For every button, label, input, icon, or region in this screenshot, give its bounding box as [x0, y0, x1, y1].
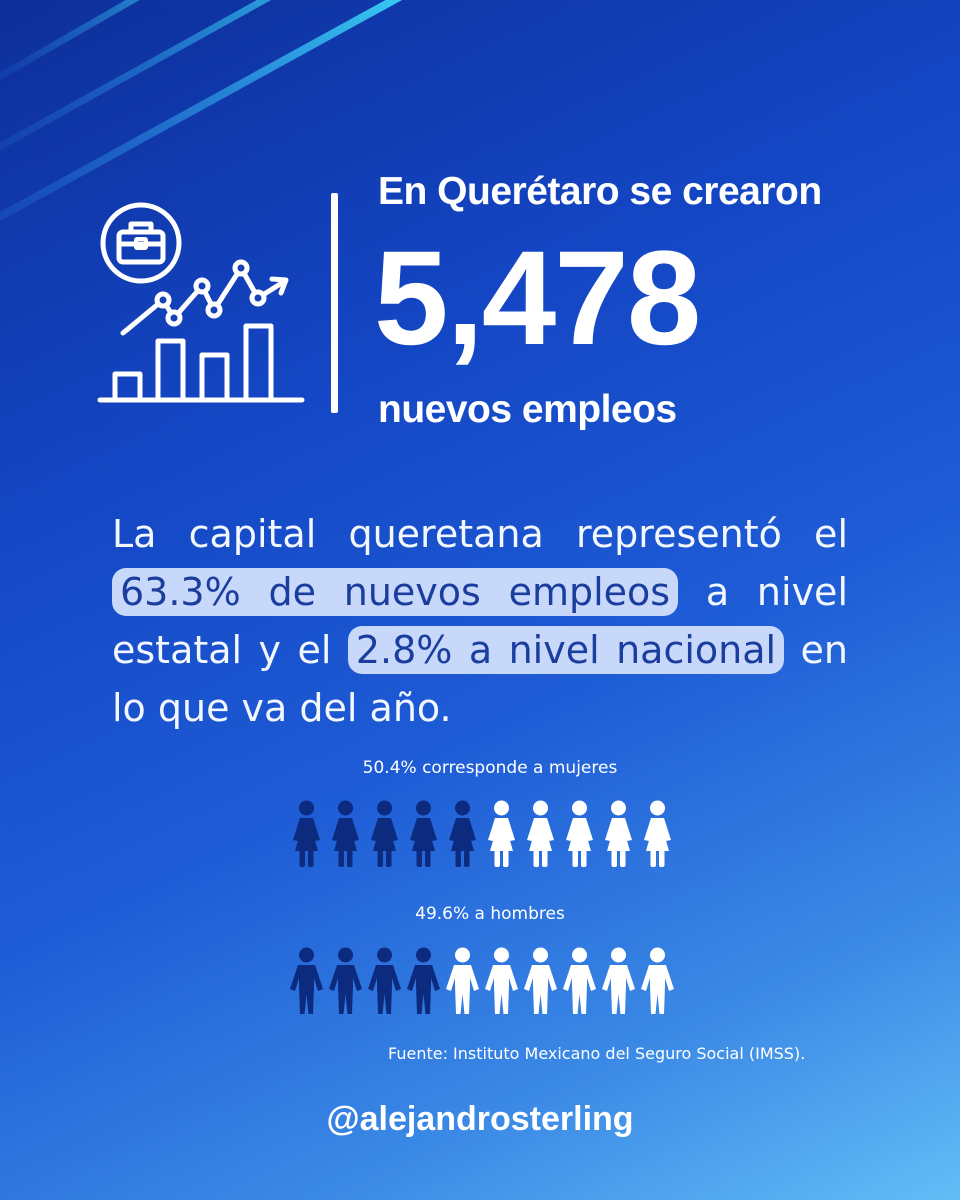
- man-icon-outline: [641, 947, 674, 1014]
- woman-icon-outline: [605, 800, 632, 867]
- man-icon-outline: [563, 947, 596, 1014]
- woman-icon-outline: [527, 800, 554, 867]
- man-icon-outline: [485, 947, 518, 1014]
- woman-icon-filled: [410, 800, 437, 867]
- highlight-national-share: 2.8% a nivel nacional: [347, 626, 785, 674]
- women-caption: 50.4% corresponde a mujeres: [362, 758, 618, 778]
- new-jobs-count: 5,478: [374, 224, 701, 373]
- paragraph-text: a nivel estatal y el: [112, 570, 848, 672]
- woman-icon-outline: [566, 800, 593, 867]
- woman-icon-outline: [644, 800, 671, 867]
- man-icon-filled: [368, 947, 401, 1014]
- highlight-state-share: 63.3% de nuevos empleos: [112, 568, 679, 616]
- woman-icon-filled: [449, 800, 476, 867]
- man-icon-filled: [329, 947, 362, 1014]
- paragraph-text: en lo que va del año.: [112, 628, 848, 730]
- man-icon-filled: [407, 947, 440, 1014]
- woman-icon-filled: [371, 800, 398, 867]
- men-pictogram-row: [287, 946, 677, 1016]
- paragraph-text: La capital queretana representó el: [112, 512, 848, 556]
- social-handle: @alejandrosterling: [326, 1100, 634, 1138]
- man-icon-filled: [290, 947, 323, 1014]
- man-icon-outline: [524, 947, 557, 1014]
- man-icon-outline: [446, 947, 479, 1014]
- summary-paragraph: La capital queretana representó el 63.3%…: [112, 505, 848, 737]
- man-icon-outline: [602, 947, 635, 1014]
- source-note: Fuente: Instituto Mexicano del Seguro So…: [388, 1044, 806, 1063]
- headline: En Querétaro se crearon: [378, 170, 822, 213]
- decorative-stripes: [0, 0, 403, 222]
- women-pictogram-row: [287, 799, 677, 869]
- woman-icon-outline: [488, 800, 515, 867]
- men-caption: 49.6% a hombres: [415, 904, 565, 924]
- briefcase-icon: [100, 202, 182, 284]
- new-jobs-label: nuevos empleos: [378, 388, 677, 431]
- vertical-divider: [331, 193, 338, 413]
- woman-icon-filled: [293, 800, 320, 867]
- woman-icon-filled: [332, 800, 359, 867]
- growth-chart-icon: [97, 202, 305, 403]
